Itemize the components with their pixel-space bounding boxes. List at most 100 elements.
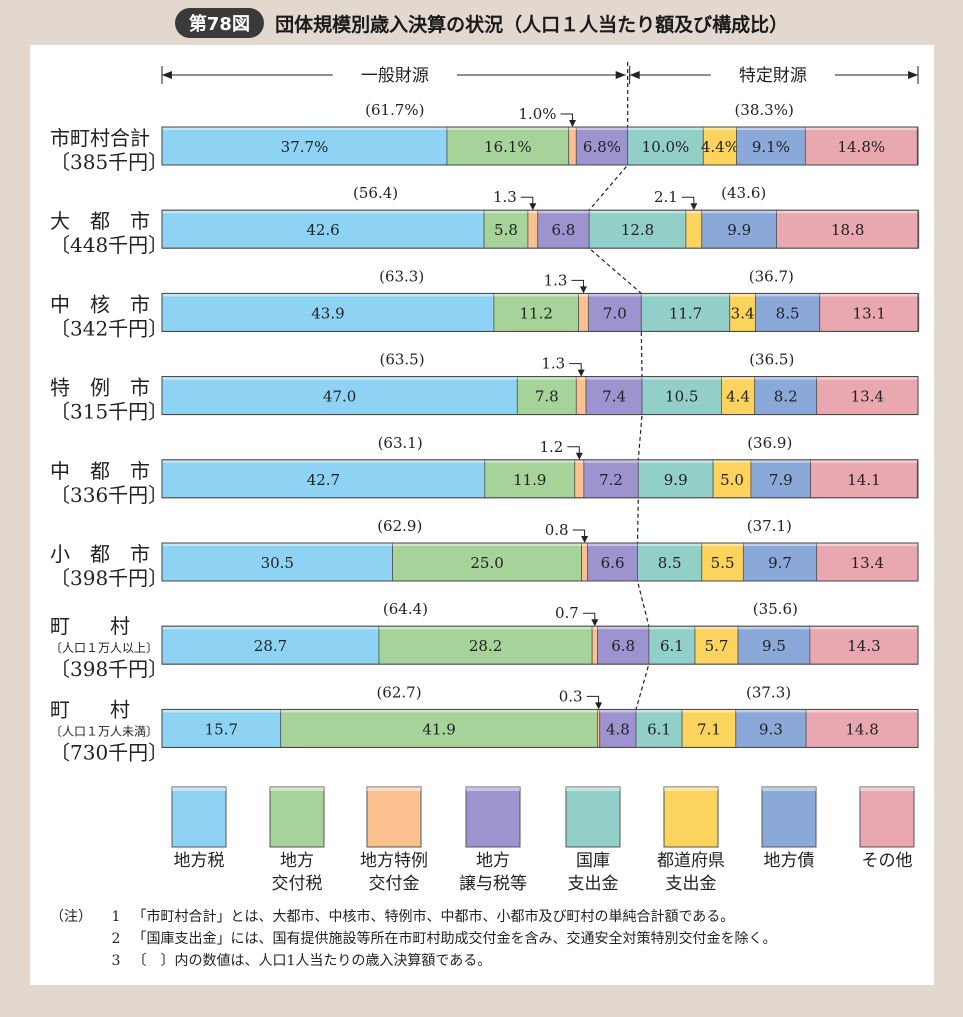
bar-value-label: 5.5 bbox=[711, 554, 735, 572]
specific-revenue-range-arrowhead-left bbox=[629, 71, 640, 79]
bar-segment-その他 bbox=[819, 292, 920, 332]
row-label-amount: 〔342千円〕 bbox=[50, 316, 168, 340]
bar-value-label: 9.1% bbox=[752, 138, 790, 156]
bar-value-label: 13.4 bbox=[851, 388, 884, 406]
bar-segment-highlight bbox=[162, 210, 485, 214]
callout-arrowhead bbox=[579, 286, 587, 294]
specific-total-label: (37.3) bbox=[746, 683, 791, 701]
callout-arrowhead bbox=[569, 120, 577, 127]
specific-revenue-range-arrowhead-right bbox=[908, 71, 918, 79]
footnote-2: 2 「国庫支出金」には、国有提供施設等所在市町村助成交付金を含み、交通安全対策特… bbox=[50, 928, 777, 950]
bar-value-label: 13.1 bbox=[853, 304, 886, 322]
bar-segment-highlight bbox=[597, 709, 600, 713]
bar-segment-地方税 bbox=[161, 709, 282, 748]
legend-swatch-highlight bbox=[762, 787, 816, 791]
row-label-name: 町 村 bbox=[50, 614, 130, 638]
bar-segment-地方特例交付金 bbox=[591, 625, 598, 665]
bar-segment-highlight bbox=[713, 459, 751, 463]
callout-arrowhead bbox=[690, 203, 698, 211]
bar-segment-highlight bbox=[682, 709, 736, 713]
bar-segment-highlight bbox=[517, 376, 577, 380]
bar-segment-highlight bbox=[648, 626, 695, 630]
bar-segment-highlight bbox=[537, 210, 590, 214]
general-total-label: (56.4) bbox=[353, 184, 398, 202]
footnote-text: 「国庫支出金」には、国有提供施設等所在市町村助成交付金を含み、交通安全対策特別交… bbox=[132, 931, 777, 947]
callout-value-label: 0.3 bbox=[559, 687, 583, 705]
bar-segment-都道府県支出金 bbox=[694, 625, 739, 665]
bar-segment-highlight bbox=[641, 293, 730, 297]
bar-outline bbox=[161, 126, 919, 166]
bar-segment-highlight bbox=[576, 127, 628, 130]
bar-segment-その他 bbox=[816, 542, 919, 582]
bar-segment-地方交付税 bbox=[516, 376, 577, 416]
bar-value-label: 18.8 bbox=[831, 221, 864, 239]
legend-swatch-highlight bbox=[860, 787, 914, 791]
bar-segment-地方債 bbox=[742, 542, 818, 582]
row-label-amount: 〔398千円〕 bbox=[50, 657, 168, 681]
bar-segment-highlight bbox=[599, 709, 637, 713]
bar-value-label: 12.8 bbox=[621, 221, 654, 239]
bar-segment-highlight bbox=[527, 210, 538, 214]
legend-swatch-その他 bbox=[859, 786, 915, 848]
specific-total-label: (36.7) bbox=[749, 267, 794, 285]
legend-label: 地方特例 bbox=[360, 851, 428, 871]
bar-segment-地方税 bbox=[161, 625, 380, 665]
bar-value-label: 7.0 bbox=[603, 304, 627, 322]
row-label-amount: 〔398千円〕 bbox=[50, 566, 168, 590]
bar-value-label: 11.7 bbox=[669, 304, 702, 322]
bar-segment-都道府県支出金 bbox=[702, 126, 737, 166]
bar-value-label: 15.7 bbox=[205, 720, 238, 738]
bar-segment-highlight bbox=[701, 543, 744, 546]
legend-label: 支出金 bbox=[568, 874, 619, 894]
bar-segment-highlight bbox=[776, 210, 919, 214]
row-label-population: 〔人口１万人未満〕 bbox=[50, 724, 158, 738]
bar-segment-highlight bbox=[597, 626, 649, 630]
legend-swatch-地方譲与税等 bbox=[465, 786, 521, 848]
bar-segment-highlight bbox=[694, 626, 739, 630]
bar-segment-highlight bbox=[162, 543, 393, 546]
bar-outline bbox=[161, 292, 919, 332]
legend-swatch-都道府県支出金 bbox=[663, 786, 719, 848]
bar-segment-地方交付税 bbox=[446, 126, 570, 166]
bar-segment-地方特例交付金 bbox=[581, 542, 589, 582]
legend-swatch-highlight bbox=[367, 787, 421, 791]
specific-total-label: (35.6) bbox=[753, 600, 798, 618]
general-total-label: (64.4) bbox=[383, 600, 428, 618]
bar-value-label: 9.3 bbox=[759, 720, 783, 738]
legend-label: 地方税 bbox=[174, 851, 225, 871]
bar-value-label: 14.8% bbox=[837, 138, 885, 156]
bar-segment-highlight bbox=[816, 543, 918, 546]
general-revenue-range-arrowhead-right bbox=[615, 71, 626, 79]
bar-value-label: 41.9 bbox=[422, 720, 455, 738]
bar-value-label: 13.4 bbox=[851, 554, 884, 572]
bar-outline bbox=[161, 376, 919, 416]
bar-segment-highlight bbox=[685, 210, 702, 214]
callout-arrowhead bbox=[591, 619, 599, 627]
bar-segment-highlight bbox=[809, 626, 918, 630]
callout-value-label: 1.3 bbox=[541, 355, 565, 373]
bar-segment-地方税 bbox=[161, 542, 393, 582]
legend-label: 地方 bbox=[476, 851, 510, 871]
specific-revenue-range-label: 特定財源 bbox=[739, 66, 807, 86]
general-total-label: (62.9) bbox=[377, 517, 422, 535]
bar-segment-highlight bbox=[589, 210, 686, 214]
bar-value-label: 47.0 bbox=[323, 388, 356, 406]
bar-outline bbox=[161, 459, 919, 499]
footnotes: （注） 1 「市町村合計」とは、大都市、中核市、特例市、中都市、小都市及び町村の単… bbox=[50, 906, 776, 972]
bar-segment-highlight bbox=[592, 626, 598, 630]
bar-value-label: 42.6 bbox=[306, 221, 339, 239]
callout-value-label: 1.0% bbox=[518, 105, 556, 123]
legend-label: 交付金 bbox=[369, 874, 420, 894]
bar-segment-highlight bbox=[162, 626, 379, 630]
bar-segment-highlight bbox=[819, 293, 919, 297]
callout-arrowhead bbox=[577, 369, 585, 377]
specific-total-label: (43.6) bbox=[721, 184, 766, 202]
specific-total-label: (38.3%) bbox=[734, 101, 793, 119]
bar-segment-地方特例交付金 bbox=[568, 126, 577, 166]
bar-value-label: 16.1% bbox=[484, 138, 532, 156]
bar-value-label: 6.6 bbox=[601, 554, 625, 572]
row-label-population: 〔人口１万人以上〕 bbox=[50, 641, 158, 655]
callout-arrowhead bbox=[581, 536, 589, 543]
bar-segment-highlight bbox=[378, 626, 593, 630]
bar-value-label: 9.9 bbox=[664, 471, 688, 489]
